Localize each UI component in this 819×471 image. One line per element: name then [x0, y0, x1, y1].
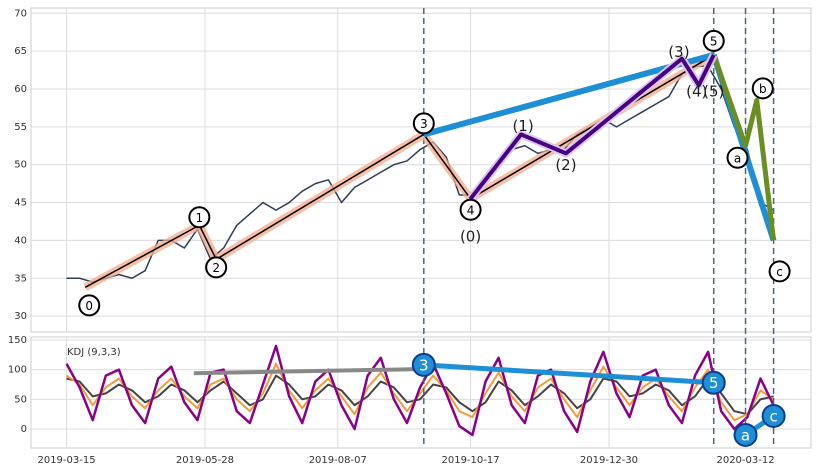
kdj-line [65, 344, 775, 437]
kdj-wave-marker [761, 403, 786, 428]
wave-marker [768, 260, 791, 283]
kdj-line [66, 374, 774, 416]
wave-label: 3 [420, 117, 428, 131]
wave-marker [459, 198, 482, 221]
y-tick-label: 45 [14, 198, 27, 209]
subwave-label: (0) [460, 227, 481, 245]
y-tick-label: 0 [21, 424, 27, 435]
x-tick-label: 2020-03-12 [716, 455, 774, 466]
y-tick-label: 150 [8, 335, 27, 346]
subwave-label: (4) [686, 83, 707, 101]
wave-label: c [776, 265, 783, 279]
indicator-title: KDJ (9,3,3) [67, 347, 121, 358]
correction-line [711, 54, 777, 241]
y-tick-label: 50 [14, 394, 27, 405]
x-tick-label: 2019-05-28 [176, 455, 234, 466]
y-tick-label: 100 [8, 365, 27, 376]
y-tick-label: 35 [14, 273, 27, 284]
y-tick-label: 40 [14, 235, 27, 246]
wave-marker [205, 256, 228, 279]
wave-marker [188, 206, 211, 229]
x-tick-label: 2019-12-30 [580, 455, 638, 466]
y-tick-label: 30 [14, 311, 27, 322]
subwave-label: (3) [668, 43, 689, 61]
kdj-wave-marker [411, 352, 436, 377]
price-line [66, 65, 774, 283]
kdj-wave-label: 5 [709, 374, 719, 392]
y-tick-label: 70 [14, 8, 27, 19]
wave-label: 0 [85, 299, 93, 313]
subwave-label: (5) [703, 82, 724, 100]
panel-frame [30, 7, 812, 333]
y-tick-label: 65 [14, 46, 27, 57]
wave-label: 1 [196, 211, 204, 225]
wave-marker [726, 146, 749, 169]
kdj-wave-label: 3 [419, 356, 429, 374]
wave-marker [78, 294, 101, 317]
wave-label: 2 [212, 261, 220, 275]
wave-label: 5 [710, 34, 718, 48]
kdj-wave-label: c [769, 407, 777, 425]
kdj-wave-line [423, 362, 714, 386]
kdj-wave-marker [733, 422, 758, 447]
subwave-label: (2) [555, 156, 576, 174]
y-tick-label: 60 [14, 84, 27, 95]
subwave-label: (1) [512, 117, 533, 135]
wave-label: b [759, 82, 767, 96]
kdj-wave-label: a [741, 426, 750, 444]
x-tick-label: 2019-10-17 [442, 455, 500, 466]
subwave-line [468, 54, 716, 201]
wave-label: 4 [467, 203, 475, 217]
panel-frame [30, 336, 812, 449]
kdj-wave-marker [701, 370, 726, 395]
y-tick-label: 55 [14, 122, 27, 133]
y-tick-label: 50 [14, 160, 27, 171]
impulse-line [84, 54, 715, 288]
x-tick-label: 2019-08-07 [309, 455, 367, 466]
wave-marker [702, 29, 725, 52]
wave-label: a [734, 151, 741, 165]
x-tick-label: 2019-03-15 [37, 455, 95, 466]
kdj-trend [193, 367, 424, 376]
wave-marker [412, 112, 435, 135]
wave-marker [751, 77, 774, 100]
impulse-band [83, 51, 716, 291]
